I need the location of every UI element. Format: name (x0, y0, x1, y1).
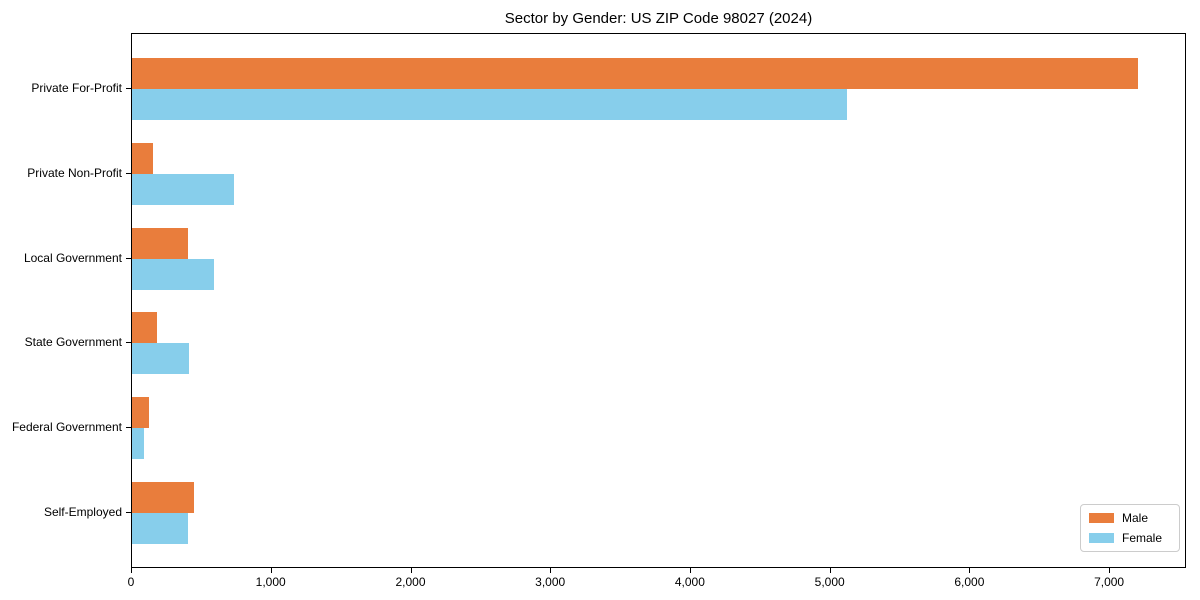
x-axis-tick (131, 568, 132, 573)
y-axis-tick (126, 512, 131, 513)
bar-male-3 (132, 227, 188, 259)
y-axis-label: Federal Government (11, 420, 122, 435)
x-axis-tick (1109, 568, 1111, 573)
x-axis-tick-label: 1,000 (255, 575, 286, 589)
bar-female-6 (132, 513, 188, 544)
x-axis-tick-label: 2,000 (395, 575, 426, 589)
bar-female-1 (132, 89, 848, 120)
x-axis-tick-label: 6,000 (954, 575, 985, 589)
x-axis-tick-label: 7,000 (1094, 575, 1125, 589)
bar-male-5 (132, 397, 149, 429)
chart-title: Sector by Gender: US ZIP Code 98027 (202… (504, 10, 813, 27)
bar-female-3 (132, 258, 215, 290)
x-axis-tick-label: 0 (127, 575, 135, 589)
x-axis-tick (829, 568, 831, 573)
y-axis-tick (126, 342, 131, 344)
y-axis-label: State Government (24, 335, 122, 350)
bar-male-1 (132, 58, 1139, 89)
bar-female-5 (132, 428, 144, 460)
y-axis-tick (126, 427, 131, 429)
x-axis-tick-label: 5,000 (814, 575, 845, 589)
legend-label-male: Male (1122, 511, 1149, 525)
bar-male-2 (132, 142, 153, 174)
x-axis-tick-label: 3,000 (535, 575, 566, 589)
y-axis-label: Private Non-Profit (27, 165, 122, 180)
y-axis-tick (126, 257, 131, 259)
legend-swatch-female (1089, 533, 1114, 543)
legend-item-female: Female (1089, 531, 1171, 545)
x-axis-tick-label: 4,000 (674, 575, 705, 589)
x-axis-tick (550, 568, 552, 573)
legend: Male Female (1080, 504, 1180, 552)
x-axis-tick (270, 568, 272, 573)
legend-swatch-male (1089, 513, 1114, 523)
y-axis-label: Private For-Profit (31, 81, 122, 95)
plot-area: Male Female (131, 33, 1186, 568)
y-axis-tick (126, 172, 131, 174)
bar-female-2 (132, 173, 234, 205)
x-axis-tick (689, 568, 691, 573)
y-axis-tick (126, 88, 131, 89)
bar-male-4 (132, 312, 158, 344)
bar-male-6 (132, 482, 194, 513)
bar-female-4 (132, 343, 190, 375)
y-axis-label: Local Government (23, 250, 122, 265)
y-axis-label: Self-Employed (43, 505, 122, 519)
legend-label-female: Female (1122, 531, 1163, 545)
x-axis-tick (969, 568, 971, 573)
legend-item-male: Male (1089, 511, 1171, 525)
x-axis-tick (410, 568, 412, 573)
